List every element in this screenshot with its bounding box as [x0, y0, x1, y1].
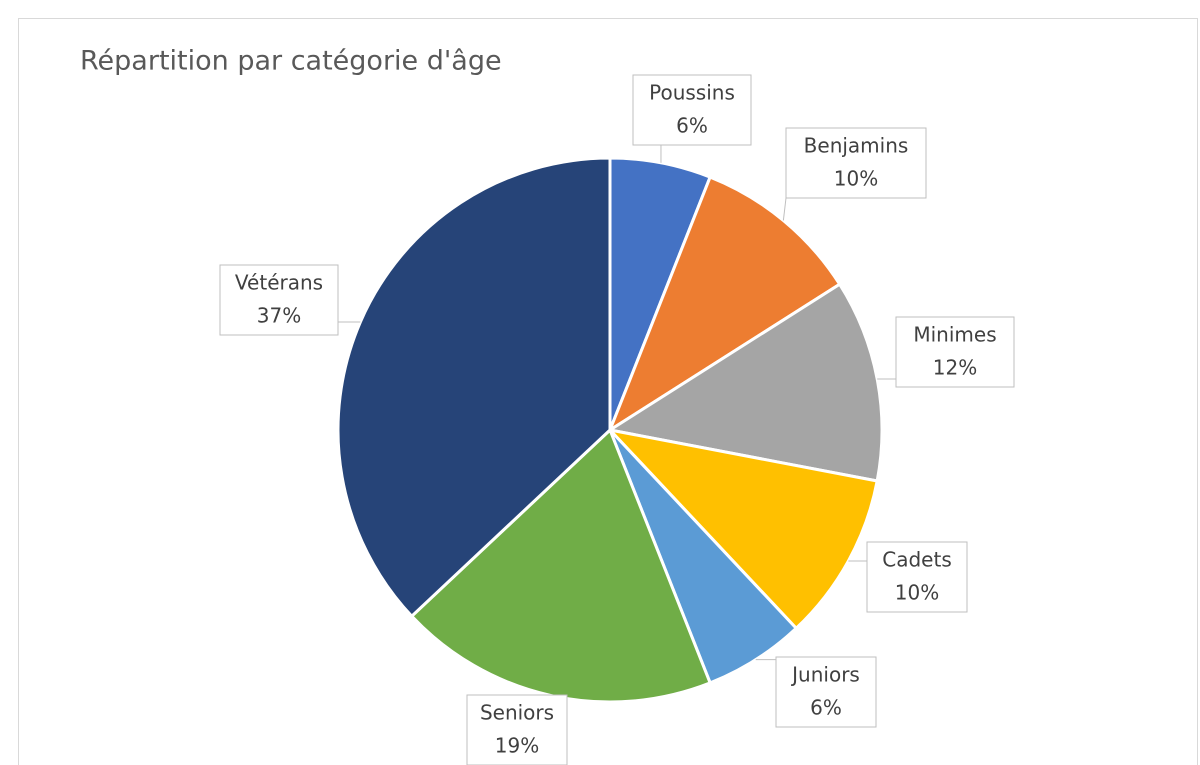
pie-slice — [336, 156, 612, 619]
category-label: Seniors — [480, 701, 554, 725]
category-label: Vétérans — [235, 271, 323, 295]
value-label: 19% — [495, 734, 539, 758]
leader-line — [782, 197, 787, 221]
value-label: 10% — [895, 581, 939, 605]
value-label: 6% — [810, 696, 842, 720]
category-label: Minimes — [913, 323, 996, 347]
label-box — [785, 127, 927, 199]
category-label: Benjamins — [804, 134, 909, 158]
label-box — [895, 316, 1015, 388]
label-box — [632, 74, 752, 146]
pie-slice — [605, 427, 879, 631]
label-box — [775, 656, 877, 728]
category-label: Juniors — [790, 663, 860, 687]
pie-slice — [606, 175, 842, 434]
value-label: 10% — [834, 167, 878, 191]
value-label: 37% — [257, 304, 301, 328]
label-box — [866, 541, 968, 613]
category-label: Cadets — [882, 548, 951, 572]
chart-title: Répartition par catégorie d'âge — [80, 46, 502, 77]
value-label: 6% — [676, 114, 708, 138]
value-label: 12% — [933, 356, 977, 380]
pie-slice — [605, 282, 884, 483]
label-box — [466, 694, 568, 765]
category-label: Poussins — [649, 81, 735, 105]
label-box — [219, 264, 339, 336]
